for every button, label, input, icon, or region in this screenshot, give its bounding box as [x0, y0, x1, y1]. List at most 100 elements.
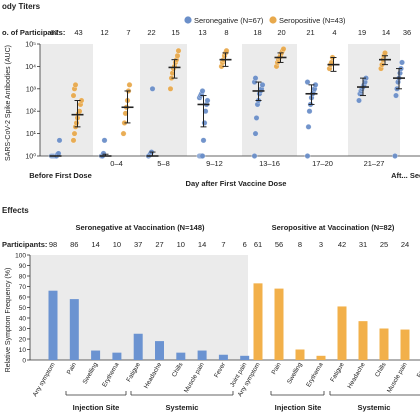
symptom-count-1-7: 24: [401, 240, 409, 249]
participant-count-6: 13: [198, 28, 206, 37]
bar-0-3: [112, 352, 122, 360]
x-category-label-7: Aft... Second: [391, 171, 420, 180]
point-1-0-3: [73, 120, 80, 126]
participant-count-8: 18: [253, 28, 261, 37]
legend-seronegative-marker: [184, 16, 192, 24]
panel-a-y-axis-label: SARS-CoV-2 Spike Antibodies (AUC): [5, 45, 12, 161]
bar-0-1: [69, 299, 79, 360]
point-0-4-1: [252, 130, 259, 137]
participant-count-14: 36: [403, 28, 411, 37]
x-category-label-5: 17–20: [312, 159, 333, 168]
bar-1-3: [316, 355, 326, 360]
participant-count-12: 19: [358, 28, 366, 37]
x-category-label-3: 9–12: [206, 159, 223, 168]
point-1-2-7: [174, 52, 181, 59]
bar-1-1: [274, 288, 284, 360]
y-tick-label-0: 10⁰: [25, 153, 36, 161]
bar-0-4: [133, 333, 143, 360]
symptom-count-0-7: 14: [198, 240, 206, 249]
point-1-2-8: [175, 47, 182, 54]
x-category-label-2: 5–8: [157, 159, 170, 168]
x-band-2: [140, 44, 187, 156]
point-1-6-4: [382, 50, 388, 56]
bar-0-9: [240, 355, 250, 360]
symptom-count-1-2: 8: [298, 240, 302, 249]
panel-a-counts: 67 43 12 7 22 15 13 8 18 20 21 4 19 14 36: [50, 28, 411, 37]
participant-count-10: 21: [306, 28, 314, 37]
neg-systemic-label: Systemic: [166, 403, 199, 412]
point-0-5-1: [305, 124, 312, 130]
antibody-scatter-plot: 10⁰ 10¹ 10² 10³ 10⁴ 10⁵ Before First Dose 0–4 5–…: [25, 42, 420, 180]
bar-0-8: [218, 354, 228, 360]
pos-injection-site-label: Injection Site: [275, 403, 322, 412]
point-1-0-0: [70, 137, 77, 144]
participant-count-1: 43: [74, 28, 82, 37]
point-0-3-6: [202, 108, 209, 115]
symptom-count-0-1: 86: [70, 240, 78, 249]
bar-y-tick-label-5: 50: [19, 305, 27, 312]
symptom-count-0-4: 37: [134, 240, 142, 249]
point-1-1-2: [122, 110, 129, 117]
point-1-4-7: [280, 46, 287, 52]
point-1-0-1: [71, 130, 78, 137]
panel-a-participants-label: o. of Participants:: [2, 28, 65, 37]
x-category-label-6: 21–27: [364, 159, 385, 168]
point-0-7-1: [393, 92, 399, 99]
y-tick-label-4: 10⁴: [25, 64, 36, 71]
bar-category-label-1-4: Fatigue: [329, 361, 346, 383]
symptom-count-0-8: 7: [221, 240, 225, 249]
bar-0-7: [197, 350, 207, 360]
point-0-6-0: [356, 97, 362, 104]
panel-b-counts: 9886141037271014766156834231252419: [49, 240, 409, 249]
neg-injection-site-bracket: Injection Site: [65, 391, 127, 412]
point-1-1-6: [126, 82, 133, 88]
bar-y-tick-label-3: 30: [19, 326, 27, 333]
pos-systemic-bracket: Systemic: [329, 391, 420, 412]
bar-y-tick-label-4: 40: [19, 315, 27, 322]
seropositive-group-title: Seropositive at Vaccination (N=82): [272, 223, 395, 232]
bar-y-tick-label-9: 90: [19, 263, 27, 270]
participant-count-0: 67: [50, 28, 58, 37]
bar-1-6: [379, 328, 389, 360]
point-0-5-0: [304, 153, 311, 159]
point-0-5-2: [306, 108, 313, 115]
point-1-0-9: [70, 92, 77, 99]
neg-systemic-bracket: Systemic: [130, 391, 234, 412]
symptom-count-0-5: 27: [155, 240, 163, 249]
bar-1-7: [400, 329, 410, 360]
point-0-7-7: [399, 59, 405, 66]
y-tick-label-1: 10¹: [26, 131, 37, 138]
point-0-4-8: [259, 82, 266, 88]
bar-category-label-0-4: Fatigue: [125, 361, 142, 383]
bar-y-tick-label-0: 0: [22, 357, 26, 364]
seronegative-group-title: Seronegative at Vaccination (N=148): [75, 223, 205, 232]
symptom-count-0-3: 10: [113, 240, 121, 249]
bar-1-0: [253, 283, 263, 360]
bar-category-label-0-0: Any symptom: [32, 362, 57, 399]
bar-category-label-1-6: Chills: [374, 362, 388, 379]
participant-count-2: 12: [100, 28, 108, 37]
participant-count-3: 7: [126, 28, 130, 37]
participant-count-4: 22: [147, 28, 155, 37]
bar-y-tick-label-6: 60: [19, 294, 27, 301]
participant-count-9: 20: [277, 28, 285, 37]
point-0-0-8: [56, 137, 63, 144]
point-0-4-2: [253, 115, 260, 121]
bar-y-tick-label-1: 10: [19, 347, 27, 354]
point-0-7-0: [392, 153, 398, 159]
panel-a-heading: ody Titers: [2, 2, 41, 11]
bar-y-tick-label-8: 80: [19, 273, 27, 280]
symptom-count-1-6: 25: [380, 240, 388, 249]
panel-b-heading: Effects: [2, 206, 29, 215]
point-0-3-4: [200, 137, 207, 144]
point-1-2-0: [167, 85, 174, 92]
bar-0-6: [176, 352, 186, 360]
bar-category-label-0-1: Pain: [66, 361, 79, 376]
bar-1-4: [337, 306, 347, 360]
legend-seropositive-label: Seropositive (N=43): [279, 16, 346, 25]
symptom-count-0-6: 10: [177, 240, 185, 249]
symptom-count-0-9: 6: [243, 240, 247, 249]
point-0-2-4: [149, 85, 156, 92]
bar-category-label-0-5: Headache: [143, 361, 164, 390]
